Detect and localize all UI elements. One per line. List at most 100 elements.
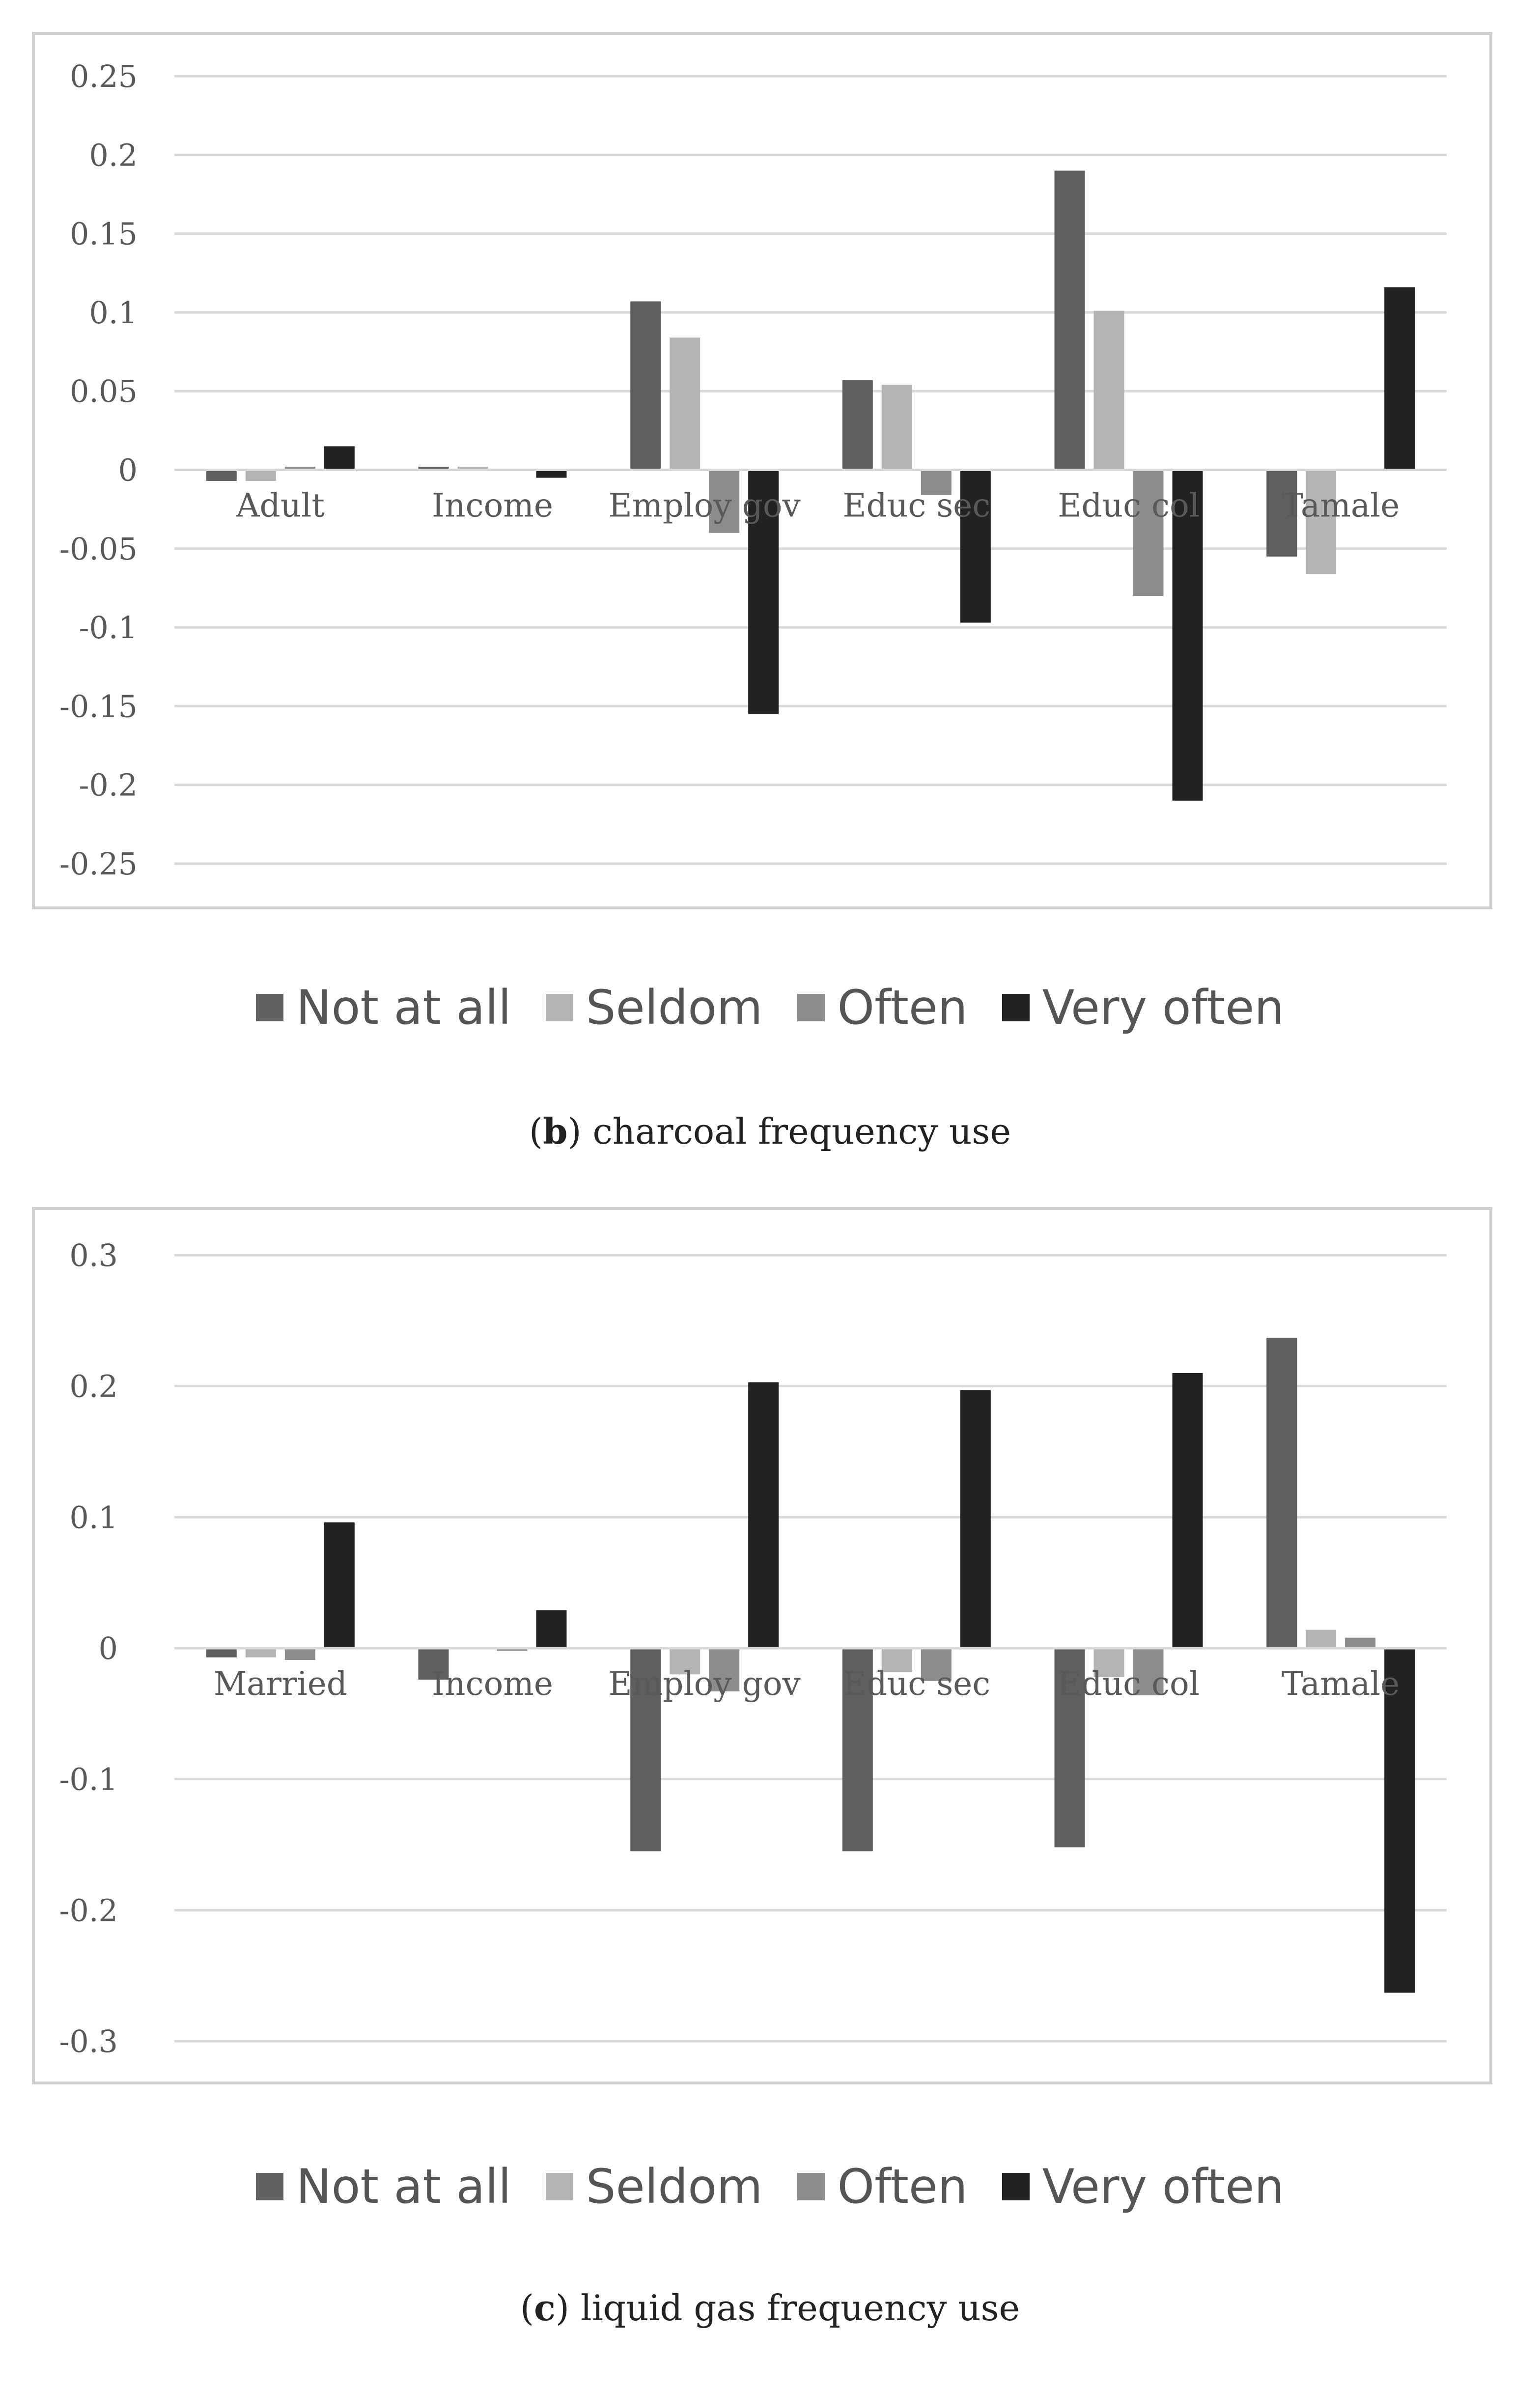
legend-swatch	[797, 994, 825, 1021]
legend-item: Often	[797, 2159, 968, 2214]
y-tick-label: 0	[99, 1630, 118, 1666]
bar-not-at-all	[1054, 1648, 1085, 1848]
y-tick-label: 0.3	[69, 1237, 118, 1273]
bar-very-often	[1172, 470, 1203, 801]
y-tick-label: 0.1	[89, 295, 138, 331]
legend-item: Very often	[1002, 980, 1284, 1035]
bar-not-at-all	[418, 1648, 449, 1680]
bar-seldom	[670, 1648, 700, 1675]
bar-very-often	[1172, 1373, 1203, 1648]
category-label: Income	[432, 1665, 553, 1703]
category-label: Adult	[236, 487, 325, 525]
bar-seldom	[245, 1648, 276, 1658]
category-label: Educ sec	[842, 487, 990, 525]
category-label: Income	[432, 487, 553, 525]
category-label: Married	[214, 1665, 347, 1703]
legend-swatch	[1002, 2173, 1030, 2200]
category-label: Employ gov	[608, 487, 801, 525]
bar-very-often	[748, 1382, 779, 1648]
bar-seldom	[1093, 310, 1124, 470]
category-label: Tamale	[1282, 487, 1400, 525]
bar-not-at-all	[206, 1648, 237, 1658]
bar-not-at-all	[630, 301, 661, 470]
legend-label: Very often	[1042, 980, 1285, 1035]
legend-item: Often	[797, 980, 968, 1035]
category-label: Educ col	[1058, 487, 1200, 525]
bar-often	[709, 470, 740, 533]
category-label: Tamale	[1282, 1665, 1400, 1703]
y-tick-label: 0	[118, 452, 138, 488]
y-tick-label: 0.25	[70, 58, 138, 94]
bar-often	[1133, 470, 1164, 596]
bar-seldom	[1306, 1630, 1337, 1648]
bar-often	[921, 1648, 952, 1681]
y-tick-label: 0.2	[89, 137, 138, 173]
legend-label: Very often	[1042, 2159, 1285, 2214]
legend-item: Seldom	[545, 2159, 763, 2214]
bar-often	[921, 470, 952, 495]
bar-seldom	[457, 467, 488, 470]
bar-seldom	[1093, 1648, 1124, 1677]
chart-b-caption: (b) charcoal frequency use	[529, 1110, 1011, 1152]
bar-very-often	[1384, 1648, 1415, 1993]
bar-not-at-all	[1266, 470, 1297, 557]
chart-c-panel: 0.3 0.2 0.1 0 -0.1 -0.2 -0.3 Married Income Emplo…	[0, 1199, 1540, 2098]
chart-b: 0.25 0.2 0.15 0.1 0.05 0 -0.05 -0.1 -0.15 -0.2 -0.…	[32, 32, 1492, 909]
legend-swatch	[255, 2173, 283, 2200]
legend-label: Seldom	[586, 980, 763, 1035]
bar-often	[1133, 1648, 1164, 1695]
y-tick-label: -0.3	[59, 2024, 118, 2059]
bar-very-often	[324, 1522, 355, 1648]
legend-label: Often	[837, 2159, 968, 2214]
y-tick-label: -0.2	[79, 767, 138, 803]
bar-seldom	[245, 470, 276, 481]
y-tick-label: -0.05	[59, 531, 138, 567]
bar-not-at-all	[842, 1648, 873, 1852]
y-tick-label: -0.25	[59, 846, 138, 882]
bar-not-at-all	[206, 470, 237, 481]
y-tick-label: 0.05	[70, 373, 138, 409]
legend-item: Not at all	[255, 2159, 511, 2214]
y-tick-label: -0.1	[79, 610, 138, 646]
bar-often	[497, 1648, 528, 1651]
category-label: Educ sec	[842, 1665, 990, 1703]
bar-often	[709, 1648, 740, 1691]
y-tick-label: -0.1	[59, 1762, 118, 1798]
bar-seldom	[670, 337, 700, 470]
legend-label: Seldom	[586, 2159, 763, 2214]
bar-very-often	[536, 470, 567, 478]
bar-very-often	[960, 470, 991, 623]
category-label: Educ col	[1058, 1665, 1200, 1703]
y-tick-label: -0.2	[59, 1892, 118, 1928]
bar-not-at-all	[418, 467, 449, 470]
bar-seldom	[881, 385, 912, 470]
legend-item: Very often	[1002, 2159, 1284, 2214]
legend-swatch	[545, 2173, 573, 2200]
bar-very-often	[960, 1390, 991, 1648]
chart-c: 0.3 0.2 0.1 0 -0.1 -0.2 -0.3 Married Income Emplo…	[32, 1207, 1492, 2084]
bar-often	[1345, 1637, 1376, 1648]
bar-very-often	[1384, 287, 1415, 470]
chart-c-legend: Not at all Seldom Often Very often	[0, 2159, 1540, 2214]
y-tick-label: 0.1	[69, 1499, 118, 1535]
legend-swatch	[255, 994, 283, 1021]
legend-label: Not at all	[296, 2159, 511, 2214]
bar-not-at-all	[1054, 170, 1085, 470]
bar-not-at-all	[630, 1648, 661, 1852]
chart-b-panel: 0.25 0.2 0.15 0.1 0.05 0 -0.05 -0.1 -0.15 -0.2 -0.…	[0, 0, 1540, 924]
y-tick-label: -0.15	[59, 688, 138, 724]
bar-not-at-all	[1266, 1338, 1297, 1648]
legend-label: Often	[837, 980, 968, 1035]
bar-very-often	[536, 1610, 567, 1648]
legend-item: Not at all	[255, 980, 511, 1035]
chart-b-legend: Not at all Seldom Often Very often	[0, 980, 1540, 1035]
legend-swatch	[545, 994, 573, 1021]
legend-label: Not at all	[296, 980, 511, 1035]
chart-frame	[32, 1207, 1492, 2084]
y-tick-label: 0.2	[69, 1369, 118, 1405]
chart-frame	[32, 32, 1492, 909]
category-label: Employ gov	[608, 1665, 801, 1703]
legend-swatch	[797, 2173, 825, 2200]
y-tick-label: 0.15	[70, 216, 138, 252]
bar-seldom	[881, 1648, 912, 1672]
